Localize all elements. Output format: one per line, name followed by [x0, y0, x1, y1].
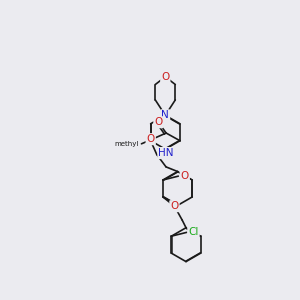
Text: O: O: [181, 171, 189, 181]
Text: Cl: Cl: [188, 227, 199, 237]
Text: O: O: [161, 72, 170, 82]
Text: O: O: [170, 201, 178, 211]
Text: O: O: [147, 134, 155, 144]
Text: methyl: methyl: [115, 141, 139, 147]
Text: N: N: [161, 110, 169, 120]
Text: O: O: [154, 117, 163, 127]
Text: HN: HN: [158, 148, 174, 158]
